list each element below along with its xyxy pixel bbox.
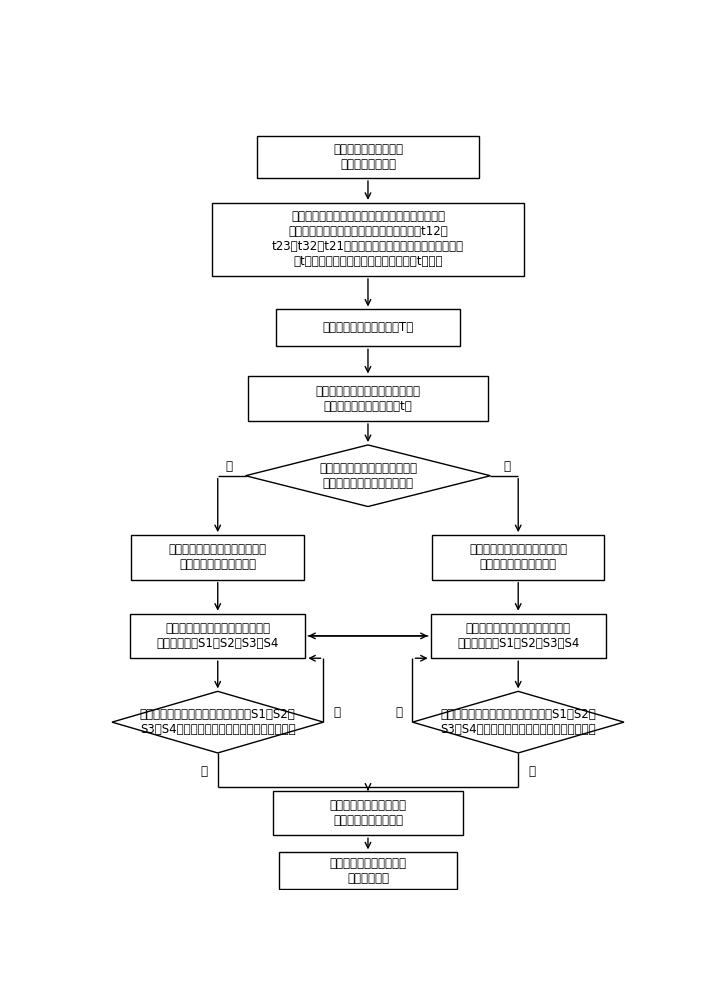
FancyBboxPatch shape (257, 136, 480, 178)
FancyBboxPatch shape (276, 309, 460, 346)
Text: 是: 是 (225, 460, 233, 473)
Text: 两相位交叉口两个方向的绿波带
是否设置在同一个信号周期内: 两相位交叉口两个方向的绿波带 是否设置在同一个信号周期内 (319, 462, 417, 490)
Text: 协调控制方案的公共周期T公: 协调控制方案的公共周期T公 (322, 321, 414, 334)
FancyBboxPatch shape (130, 614, 305, 658)
FancyBboxPatch shape (431, 614, 606, 658)
Polygon shape (112, 691, 324, 753)
FancyBboxPatch shape (131, 535, 304, 580)
Text: 两相位交叉口两个方向的绿波带
设置在不同的信号周期内: 两相位交叉口两个方向的绿波带 设置在不同的信号周期内 (470, 543, 567, 571)
Text: 确定常规交叉口的信号配时方案并
确定绿波协调的绿波带宽t带: 确定常规交叉口的信号配时方案并 确定绿波协调的绿波带宽t带 (315, 385, 421, 413)
Text: 确定两相位交叉口两个信
号周期的信号配时方案: 确定两相位交叉口两个信 号周期的信号配时方案 (330, 799, 406, 827)
FancyBboxPatch shape (248, 376, 488, 421)
Text: 否: 否 (334, 706, 341, 719)
Text: 是: 是 (200, 765, 208, 778)
Polygon shape (412, 691, 624, 753)
Text: 两相位交叉口两个方向的绿波带
设置在同一个信号周期内: 两相位交叉口两个方向的绿波带 设置在同一个信号周期内 (169, 543, 266, 571)
Text: 两相位交叉口两个周期内各相位绿灯S1、S2、
S3、S4是否满足最大绿灯和最小绿灯时间要求: 两相位交叉口两个周期内各相位绿灯S1、S2、 S3、S4是否满足最大绿灯和最小绿… (440, 708, 596, 736)
Text: 获取信号协调控制区域内两相位交叉口与干线上游
信号交叉口和下游信号交叉口之间的相位差t12、
t23、t32、t21；两相位交叉口协调相位的最小绿灯时
间t协小: 获取信号协调控制区域内两相位交叉口与干线上游 信号交叉口和下游信号交叉口之间的相… (272, 210, 464, 268)
Polygon shape (246, 445, 490, 507)
FancyBboxPatch shape (274, 791, 462, 835)
Text: 确定信号协调控制区域的
协调控制方案: 确定信号协调控制区域的 协调控制方案 (330, 857, 406, 885)
Text: 确定两相位交叉口两个周期内的各
相位绿灯时间S1、S2、S3、S4: 确定两相位交叉口两个周期内的各 相位绿灯时间S1、S2、S3、S4 (157, 622, 279, 650)
FancyBboxPatch shape (213, 203, 524, 276)
Text: 两相位交叉口两个周期内各相位绿灯S1、S2、
S3、S4是否满足最大绿灯和最小绿灯时间要求: 两相位交叉口两个周期内各相位绿灯S1、S2、 S3、S4是否满足最大绿灯和最小绿… (140, 708, 296, 736)
FancyBboxPatch shape (279, 852, 457, 889)
FancyBboxPatch shape (432, 535, 605, 580)
Text: 否: 否 (503, 460, 510, 473)
Text: 否: 否 (395, 706, 402, 719)
Text: 确定两相位交叉口两个周期内的各
相位绿灯时间S1、S2、S3、S4: 确定两相位交叉口两个周期内的各 相位绿灯时间S1、S2、S3、S4 (457, 622, 579, 650)
Text: 根据总体控制策略划定
信号控制协调区域: 根据总体控制策略划定 信号控制协调区域 (333, 143, 403, 171)
Text: 是: 是 (528, 765, 536, 778)
